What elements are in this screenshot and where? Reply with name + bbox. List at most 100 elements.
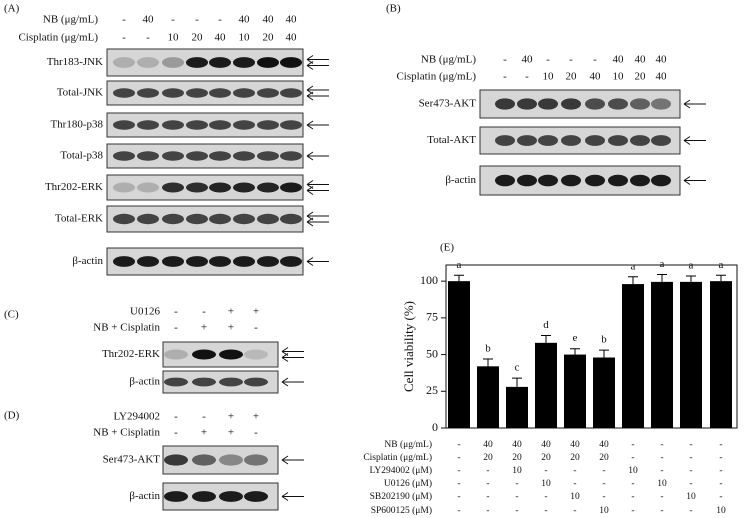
blot-label: Thr202-ERK xyxy=(102,348,160,360)
error-bar xyxy=(512,377,522,387)
condition-value: - xyxy=(122,14,126,26)
band xyxy=(585,174,605,187)
condition-value: 40 xyxy=(263,14,275,26)
bar xyxy=(593,357,615,428)
treatment-value: - xyxy=(719,440,722,450)
treatment-value: 10 xyxy=(512,466,522,476)
band xyxy=(162,213,184,225)
condition-value: - xyxy=(146,32,150,44)
treatment-value: - xyxy=(689,440,692,450)
treatment-value: 20 xyxy=(599,453,609,463)
significance-letter: b xyxy=(485,343,491,355)
condition-value: - xyxy=(218,14,222,26)
error-bar xyxy=(570,348,580,355)
band xyxy=(561,135,581,146)
condition-name: NB + Cisplatin xyxy=(93,427,160,439)
blot-label: β-actin xyxy=(129,376,160,388)
band xyxy=(630,135,650,146)
condition-value: - xyxy=(254,322,258,334)
band xyxy=(257,182,279,193)
condition-value: - xyxy=(174,306,178,318)
error-bar xyxy=(716,274,726,282)
condition-value: 10 xyxy=(613,71,625,83)
treatment-value: 40 xyxy=(512,440,522,450)
arrow xyxy=(306,217,329,227)
treatment-value: - xyxy=(486,506,489,516)
treatment-value: 10 xyxy=(628,466,638,476)
y-tick-label: 75 xyxy=(426,310,438,324)
band xyxy=(137,151,159,161)
band xyxy=(244,377,268,387)
treatment-value: - xyxy=(660,492,663,502)
arrow xyxy=(306,151,329,161)
blot-label: Total-JNK xyxy=(57,87,103,99)
treatment-value: - xyxy=(689,506,692,516)
band xyxy=(113,88,135,98)
treatment-value: - xyxy=(515,479,518,489)
condition-value: 20 xyxy=(192,32,204,44)
condition-value: 40 xyxy=(613,54,625,66)
arrow xyxy=(306,55,329,64)
panel-label: (E) xyxy=(440,242,454,254)
band xyxy=(651,98,671,110)
band xyxy=(162,120,184,130)
band xyxy=(630,98,650,110)
band xyxy=(280,57,302,68)
band xyxy=(561,98,581,110)
treatment-value: 20 xyxy=(541,453,551,463)
condition-value: 10 xyxy=(168,32,180,44)
treatment-value: - xyxy=(544,492,547,502)
band xyxy=(162,57,184,68)
band xyxy=(164,349,188,360)
band xyxy=(209,256,231,267)
condition-name: LY294002 xyxy=(113,411,160,423)
condition-value: - xyxy=(546,54,550,66)
band xyxy=(137,182,159,193)
condition-value: 40 xyxy=(143,14,155,26)
band xyxy=(630,174,650,187)
treatment-value: - xyxy=(457,492,460,502)
y-tick-label: 50 xyxy=(426,346,438,360)
band xyxy=(608,174,628,187)
treatment-value: - xyxy=(660,466,663,476)
band xyxy=(113,256,135,267)
band xyxy=(233,57,255,68)
treatment-value: - xyxy=(457,506,460,516)
treatment-value: 40 xyxy=(599,440,609,450)
y-tick-label: 0 xyxy=(432,420,438,434)
blot-label: Ser473-AKT xyxy=(419,98,477,110)
band xyxy=(495,174,515,187)
band xyxy=(209,182,231,193)
error-bar xyxy=(657,274,667,282)
treatment-value: - xyxy=(689,453,692,463)
band xyxy=(219,349,243,360)
arrow xyxy=(306,211,329,221)
arrow xyxy=(683,99,706,109)
blot-label: β-actin xyxy=(129,490,160,502)
band xyxy=(209,88,231,98)
band xyxy=(162,151,184,161)
band xyxy=(186,57,208,68)
band xyxy=(608,98,628,110)
band xyxy=(186,88,208,98)
band xyxy=(280,182,302,193)
bar xyxy=(448,281,470,428)
treatment-value: - xyxy=(631,440,634,450)
treatment-value: - xyxy=(719,466,722,476)
band xyxy=(162,256,184,267)
bar xyxy=(506,386,528,428)
condition-value: - xyxy=(503,71,507,83)
condition-value: 40 xyxy=(656,71,668,83)
arrow xyxy=(683,176,706,185)
band xyxy=(162,182,184,193)
significance-letter: a xyxy=(719,259,724,271)
band xyxy=(244,349,268,360)
arrow xyxy=(281,492,304,501)
condition-value: + xyxy=(253,411,259,423)
treatment-name: NB (μg/mL) xyxy=(384,439,432,450)
band xyxy=(257,151,279,161)
arrow xyxy=(281,455,304,465)
condition-name: U0126 xyxy=(130,306,160,318)
treatment-value: - xyxy=(457,440,460,450)
band xyxy=(517,135,537,146)
